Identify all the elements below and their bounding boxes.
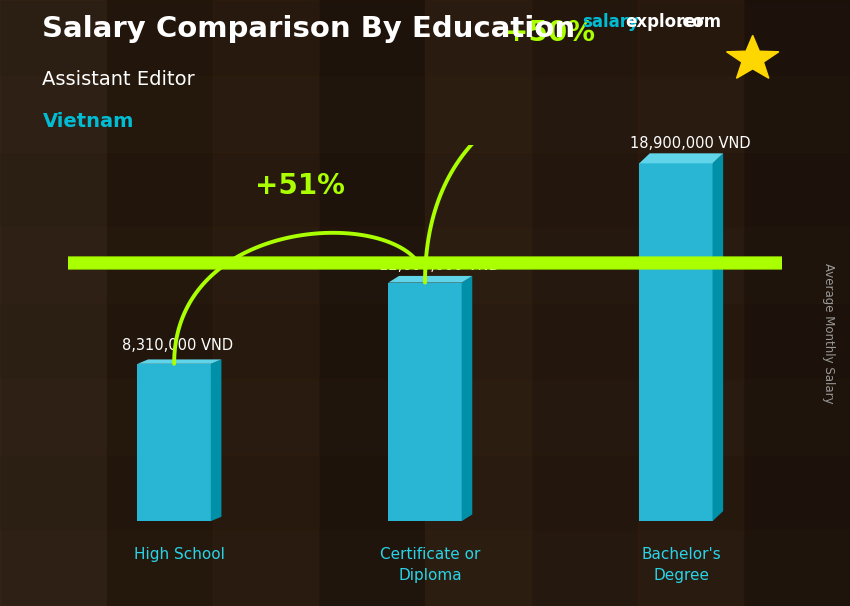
Bar <box>0 303 850 379</box>
Bar <box>0 454 850 530</box>
Bar <box>639 164 712 521</box>
Bar <box>212 0 319 606</box>
Text: .com: .com <box>676 13 721 32</box>
Polygon shape <box>727 35 779 78</box>
Polygon shape <box>0 132 850 144</box>
Polygon shape <box>712 153 723 521</box>
Text: Bachelor's
Degree: Bachelor's Degree <box>641 547 721 584</box>
Text: 8,310,000 VND: 8,310,000 VND <box>122 338 233 353</box>
Bar <box>531 0 638 606</box>
Polygon shape <box>211 359 221 521</box>
Text: explorer: explorer <box>625 13 704 32</box>
Bar <box>638 0 744 606</box>
Bar <box>0 227 850 303</box>
Bar <box>106 0 212 606</box>
Text: +50%: +50% <box>506 19 596 47</box>
Text: Certificate or
Diploma: Certificate or Diploma <box>380 547 480 584</box>
Text: Assistant Editor: Assistant Editor <box>42 70 196 88</box>
Text: 18,900,000 VND: 18,900,000 VND <box>630 136 751 151</box>
Polygon shape <box>0 257 850 269</box>
Bar <box>425 0 531 606</box>
Text: Average Monthly Salary: Average Monthly Salary <box>822 263 836 404</box>
Polygon shape <box>639 153 723 164</box>
Polygon shape <box>388 276 473 282</box>
Bar <box>0 0 850 76</box>
Text: 12,600,000 VND: 12,600,000 VND <box>379 258 500 273</box>
Text: salary: salary <box>582 13 639 32</box>
Bar <box>138 364 211 521</box>
Text: +51%: +51% <box>255 172 344 200</box>
Polygon shape <box>462 276 473 521</box>
Text: High School: High School <box>134 547 225 562</box>
Bar <box>388 282 462 521</box>
Polygon shape <box>138 359 221 364</box>
Bar <box>744 0 850 606</box>
Bar <box>319 0 425 606</box>
Text: Salary Comparison By Education: Salary Comparison By Education <box>42 15 575 43</box>
Bar <box>0 152 850 227</box>
Bar <box>0 530 850 606</box>
Text: Vietnam: Vietnam <box>42 112 133 131</box>
Bar <box>0 76 850 152</box>
Bar <box>0 379 850 454</box>
Bar <box>0 0 106 606</box>
